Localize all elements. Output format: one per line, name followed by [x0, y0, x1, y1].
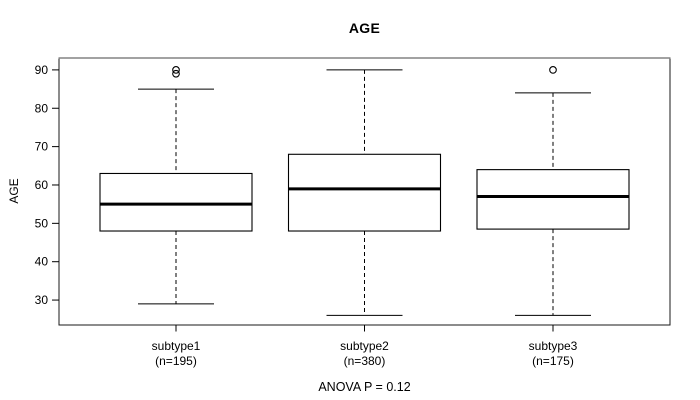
y-tick-label: 60: [35, 178, 49, 192]
group-label: subtype2: [340, 339, 389, 353]
group-label: subtype1: [151, 339, 201, 353]
outlier-point: [172, 69, 180, 78]
y-tick-label: 90: [35, 63, 49, 77]
group-n-label: (n=195): [155, 354, 197, 368]
y-tick-label: 30: [35, 293, 49, 307]
group-label-block: subtype1 (n=195): [86, 339, 266, 369]
group-n-label: (n=175): [532, 354, 574, 368]
y-tick-label: 40: [35, 255, 49, 269]
chart-title: AGE: [348, 20, 381, 36]
group-n-label: (n=380): [343, 354, 386, 368]
outlier-point: [549, 66, 557, 74]
iqr-box: [287, 153, 442, 232]
y-tick-label: 70: [35, 140, 49, 154]
group-label-block: subtype3 (n=175): [463, 339, 643, 369]
group-label-block: subtype2 (n=380): [275, 339, 455, 369]
y-tick-label: 80: [35, 101, 49, 115]
group-label: subtype3: [528, 339, 578, 353]
y-tick-label: 50: [35, 216, 49, 230]
outlier-point: [172, 66, 180, 74]
iqr-box: [99, 172, 253, 232]
anova-footnote: ANOVA P = 0.12: [318, 380, 411, 394]
iqr-box: [476, 169, 630, 230]
